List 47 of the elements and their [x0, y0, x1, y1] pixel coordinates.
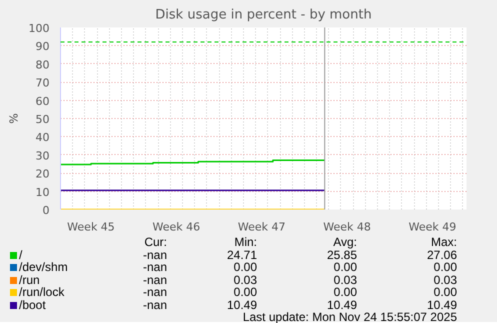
y-tick-label: 40 [36, 131, 50, 144]
text: Min: [233, 235, 258, 249]
text: -nan [142, 248, 168, 262]
text: 0.00 [232, 260, 258, 274]
legend-label: /run/lock [18, 285, 66, 299]
text: 10.49 [226, 298, 258, 312]
text: -nan [142, 298, 168, 312]
text: -nan [142, 285, 168, 299]
chart-title: Disk usage in percent - by month [155, 8, 372, 22]
x-tick-label: Week 47 [238, 220, 286, 234]
text: 0.00 [232, 285, 258, 299]
y-tick-label: 80 [36, 58, 50, 72]
text: 0.00 [332, 285, 358, 299]
text: 0.03 [432, 272, 458, 286]
x-tick-label: Week 45 [67, 220, 115, 234]
legend-label: / [18, 248, 24, 262]
y-tick-label: 10 [36, 186, 50, 199]
text: Max: [430, 235, 458, 249]
y-tick-label: 90 [36, 40, 50, 54]
text: -nan [142, 272, 168, 286]
text: 0.03 [232, 272, 258, 286]
x-tick-label: Week 46 [152, 220, 200, 234]
text: Cur: [143, 235, 168, 249]
text: -nan [142, 260, 168, 274]
text: 0.00 [332, 260, 358, 274]
text: 0.00 [432, 260, 458, 274]
legend-label: /dev/shm [18, 260, 69, 274]
text: Avg: [332, 235, 358, 249]
text: 10.49 [326, 298, 358, 312]
text: 25.85 [326, 248, 358, 262]
y-tick-label: 0 [42, 204, 50, 217]
text: 0.03 [332, 272, 358, 286]
y-tick-label: 20 [36, 168, 50, 181]
y-tick-label: 70 [36, 76, 50, 90]
y-tick-label: 30 [36, 149, 50, 162]
x-tick-label: Week 49 [408, 220, 456, 234]
y-tick-label: 100 [28, 22, 50, 35]
text: 0.00 [432, 285, 458, 299]
y-tick-label: 50 [36, 113, 50, 126]
text: 24.71 [226, 248, 258, 262]
text: 27.06 [426, 248, 458, 262]
x-tick-label: Week 48 [323, 220, 371, 234]
legend-label: /boot [18, 298, 47, 312]
y-tick-label: 60 [36, 94, 50, 108]
y-axis-title: % [8, 113, 21, 124]
text: 10.49 [426, 298, 458, 312]
legend-label: /run [18, 272, 41, 286]
